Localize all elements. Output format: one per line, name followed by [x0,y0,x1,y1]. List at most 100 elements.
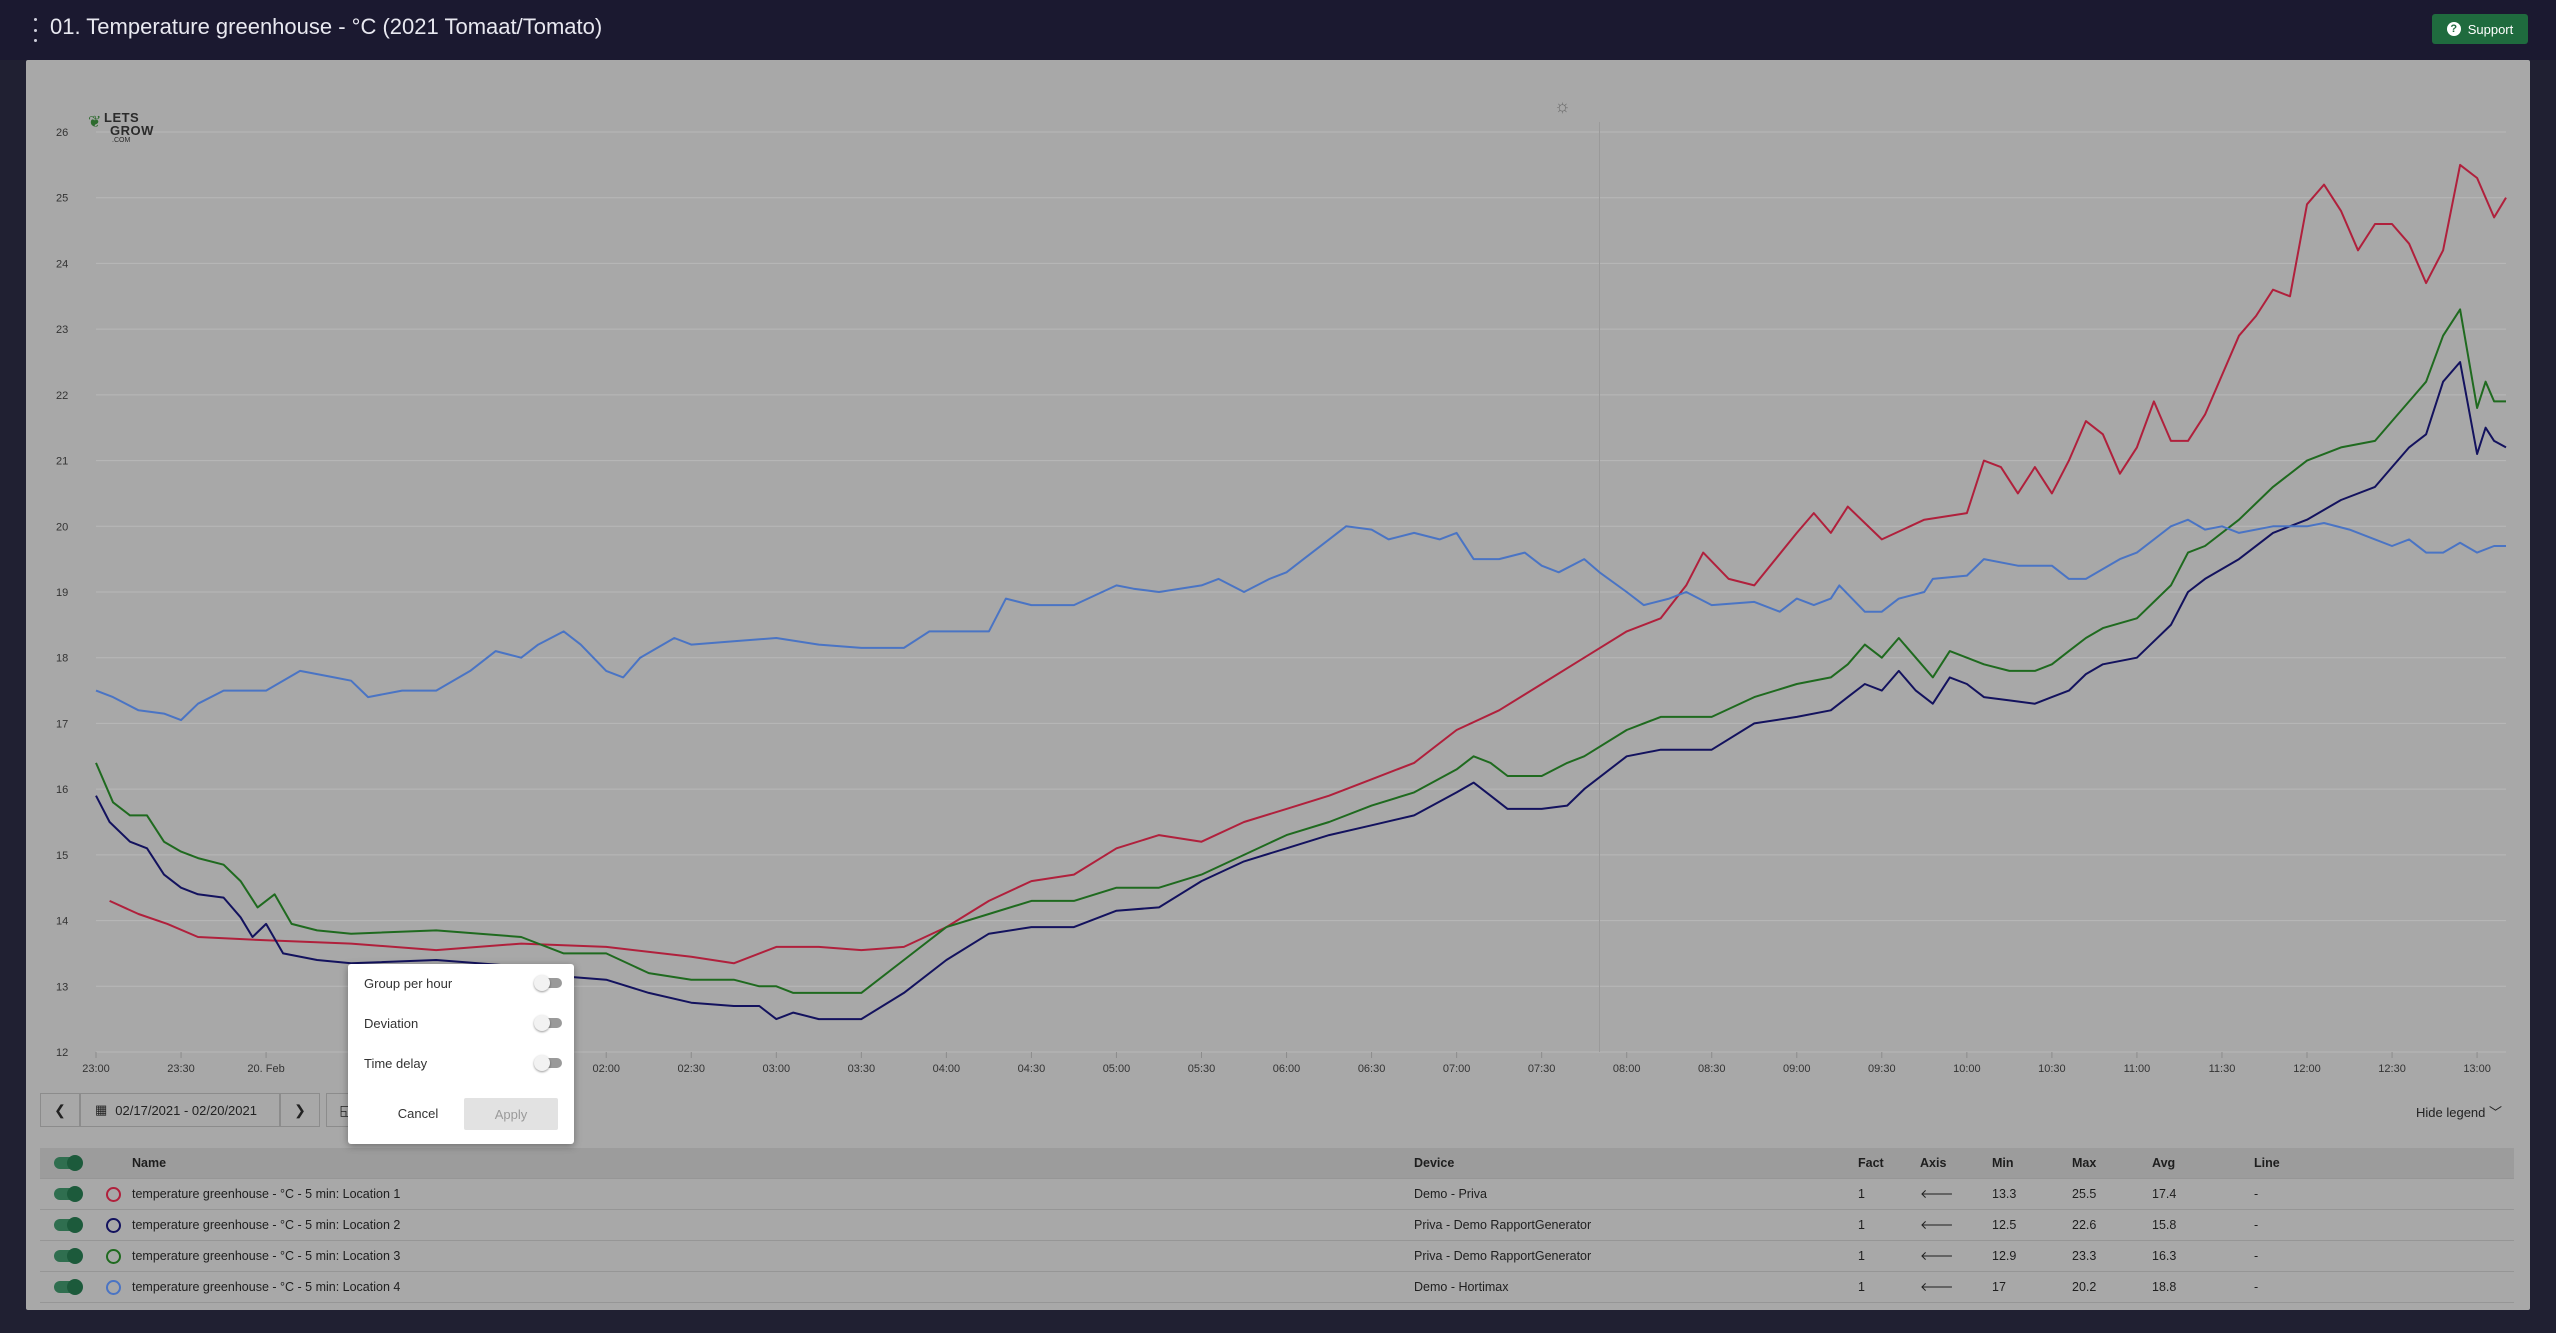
x-tick-label: 09:30 [1868,1063,1896,1075]
y-tick-label: 22 [56,390,68,402]
series-color-icon[interactable] [106,1218,121,1233]
x-tick-label: 13:00 [2463,1063,2491,1075]
legend-header-row: Name Device Fact Axis Min Max Avg Line [40,1148,2514,1179]
previous-period-button[interactable]: ❮ [40,1093,80,1127]
group-per-hour-switch[interactable] [534,975,562,991]
series-device: Priva - Demo RapportGenerator [1414,1218,1592,1232]
series-toggle[interactable] [54,1217,83,1233]
cancel-button[interactable]: Cancel [397,1105,439,1121]
series-fact: 1 [1858,1218,1865,1232]
series-color-icon[interactable] [106,1249,121,1264]
group-per-hour-label: Group per hour [364,976,453,991]
x-tick-label: 11:30 [2209,1063,2236,1075]
series-line [109,163,2507,965]
time-delay-switch[interactable] [534,1055,562,1071]
series-name: temperature greenhouse - °C - 5 min: Loc… [132,1187,401,1201]
deviation-option: Deviation [364,1014,562,1034]
chart-panel: 12 13 14 15 16 17 18 19 20 21 22 23 24 25 26 23:00 23:30… [26,60,2530,1310]
logo-line1: LETS [104,110,140,125]
support-label: Support [2467,21,2514,37]
x-tick-label: 12:00 [2293,1063,2321,1075]
x-tick-label: 05:30 [1188,1063,1216,1075]
series-fact: 1 [1858,1187,1865,1201]
y-tick-label: 25 [56,193,68,205]
series-toggle[interactable] [54,1248,83,1264]
y-tick-label: 21 [56,456,68,468]
series-avg: 17.4 [2152,1187,2177,1201]
axis-arrow-icon[interactable]: 🡐 [1920,1249,1954,1263]
series-min: 13.3 [1992,1187,2017,1201]
header-min: Min [1992,1156,2014,1170]
header-avg: Avg [2152,1156,2176,1170]
x-tick-label: 08:30 [1698,1063,1726,1075]
legend-row: temperature greenhouse - °C - 5 min: Loc… [40,1241,2514,1272]
top-bar: 01. Temperature greenhouse - °C (2021 To… [0,0,2556,60]
series-max: 20.2 [2072,1280,2097,1294]
series-min: 12.5 [1992,1218,2017,1232]
x-tick-label: 06:30 [1358,1063,1386,1075]
x-tick-label: 03:00 [763,1063,791,1075]
date-range-picker[interactable]: ▦ 02/17/2021 - 02/20/2021 [80,1093,280,1127]
series-line[interactable]: - [2254,1249,2259,1263]
y-tick-label: 12 [56,1047,68,1059]
header-max: Max [2072,1156,2097,1170]
deviation-switch[interactable] [534,1015,562,1031]
series-line[interactable]: - [2254,1280,2259,1294]
chevron-right-icon: ❯ [294,1101,306,1118]
series-min: 12.9 [1992,1249,2017,1263]
y-tick-label: 23 [56,324,68,336]
y-tick-label: 20 [56,521,68,533]
series-max: 22.6 [2072,1218,2097,1232]
x-tick-label: 10:00 [1953,1063,1981,1075]
x-tick-label: 23:00 [82,1063,110,1075]
y-tick-label: 18 [56,653,68,665]
series-device: Priva - Demo RapportGenerator [1414,1249,1592,1263]
series-toggle[interactable] [54,1279,83,1295]
y-tick-label: 17 [56,718,68,730]
menu-dots-icon[interactable] [30,18,40,42]
series-line[interactable]: - [2254,1187,2259,1201]
series-avg: 16.3 [2152,1249,2177,1263]
x-tick-label: 10:30 [2038,1063,2066,1075]
legend-table: Name Device Fact Axis Min Max Avg Line t… [40,1148,2514,1303]
series-color-icon[interactable] [106,1280,121,1295]
x-tick-label: 05:00 [1103,1063,1131,1075]
x-tick-label: 12:30 [2378,1063,2406,1075]
support-button[interactable]: ? Support [2432,14,2528,44]
legend-row: temperature greenhouse - °C - 5 min: Loc… [40,1210,2514,1241]
y-tick-label: 13 [56,981,68,993]
series-name: temperature greenhouse - °C - 5 min: Loc… [132,1280,401,1294]
y-tick-label: 15 [56,850,68,862]
header-name: Name [132,1156,167,1170]
hide-legend-toggle[interactable]: Hide legend ﹀ [2416,1102,2502,1121]
letsgrow-logo: ❦ LETS GROW .COM [88,110,188,150]
series-name: temperature greenhouse - °C - 5 min: Loc… [132,1218,401,1232]
axis-arrow-icon[interactable]: 🡐 [1920,1218,1954,1232]
next-period-button[interactable]: ❯ [280,1093,320,1127]
y-tick-label: 14 [56,916,68,928]
y-tick-label: 19 [56,587,68,599]
series-device: Demo - Hortimax [1414,1280,1509,1294]
axis-arrow-icon[interactable]: 🡐 [1920,1187,1954,1201]
line-chart: 12 13 14 15 16 17 18 19 20 21 22 23 24 25 26 23:00 23:30… [56,122,2507,1075]
series-fact: 1 [1858,1249,1865,1263]
series-line [95,308,2506,994]
series-line [95,361,2507,1021]
y-tick-label: 26 [56,127,68,139]
apply-button[interactable]: Apply [464,1098,558,1130]
x-tick-label: 07:00 [1443,1063,1471,1075]
x-tick-label: 02:00 [592,1063,620,1075]
y-tick-label: 16 [56,784,68,796]
help-icon: ? [2446,22,2461,36]
series-max: 23.3 [2072,1249,2097,1263]
series-avg: 18.8 [2152,1280,2177,1294]
x-tick-label: 04:30 [1018,1063,1046,1075]
series-toggle[interactable] [54,1186,83,1202]
header-axis: Axis [1920,1156,1947,1170]
axis-arrow-icon[interactable]: 🡐 [1920,1280,1954,1294]
series-color-icon[interactable] [106,1187,121,1202]
chevron-down-icon: ﹀ [2489,1105,2503,1120]
toggle-all-switch[interactable] [54,1155,83,1171]
x-tick-label: 07:30 [1528,1063,1556,1075]
series-line[interactable]: - [2254,1218,2259,1232]
